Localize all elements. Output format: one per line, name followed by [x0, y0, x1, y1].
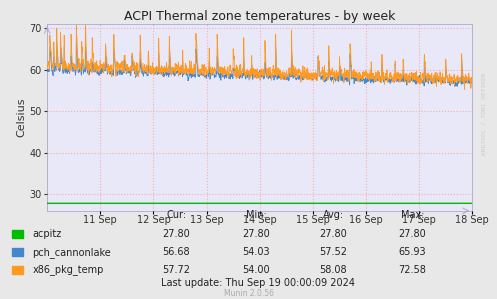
- Text: 54.00: 54.00: [242, 265, 270, 275]
- Text: pch_cannonlake: pch_cannonlake: [32, 247, 111, 257]
- Text: 57.52: 57.52: [319, 247, 347, 257]
- Text: Max:: Max:: [401, 210, 424, 220]
- Title: ACPI Thermal zone temperatures - by week: ACPI Thermal zone temperatures - by week: [124, 10, 396, 23]
- Text: 72.58: 72.58: [399, 265, 426, 275]
- Text: Last update: Thu Sep 19 00:00:09 2024: Last update: Thu Sep 19 00:00:09 2024: [162, 278, 355, 288]
- Y-axis label: Celsius: Celsius: [16, 97, 26, 137]
- Text: 56.68: 56.68: [163, 247, 190, 257]
- Text: 27.80: 27.80: [242, 229, 270, 239]
- Text: Min:: Min:: [246, 210, 266, 220]
- Text: x86_pkg_temp: x86_pkg_temp: [32, 265, 104, 275]
- Text: 57.72: 57.72: [163, 265, 190, 275]
- Text: 27.80: 27.80: [399, 229, 426, 239]
- Text: Munin 2.0.56: Munin 2.0.56: [224, 289, 273, 298]
- Text: RRDTOOL / TOBI OETIKER: RRDTOOL / TOBI OETIKER: [481, 72, 486, 155]
- Text: Avg:: Avg:: [323, 210, 343, 220]
- Text: acpitz: acpitz: [32, 229, 62, 239]
- Text: 27.80: 27.80: [163, 229, 190, 239]
- Text: 54.03: 54.03: [242, 247, 270, 257]
- Text: 27.80: 27.80: [319, 229, 347, 239]
- Text: 58.08: 58.08: [319, 265, 347, 275]
- Text: Cur:: Cur:: [166, 210, 186, 220]
- Text: 65.93: 65.93: [399, 247, 426, 257]
